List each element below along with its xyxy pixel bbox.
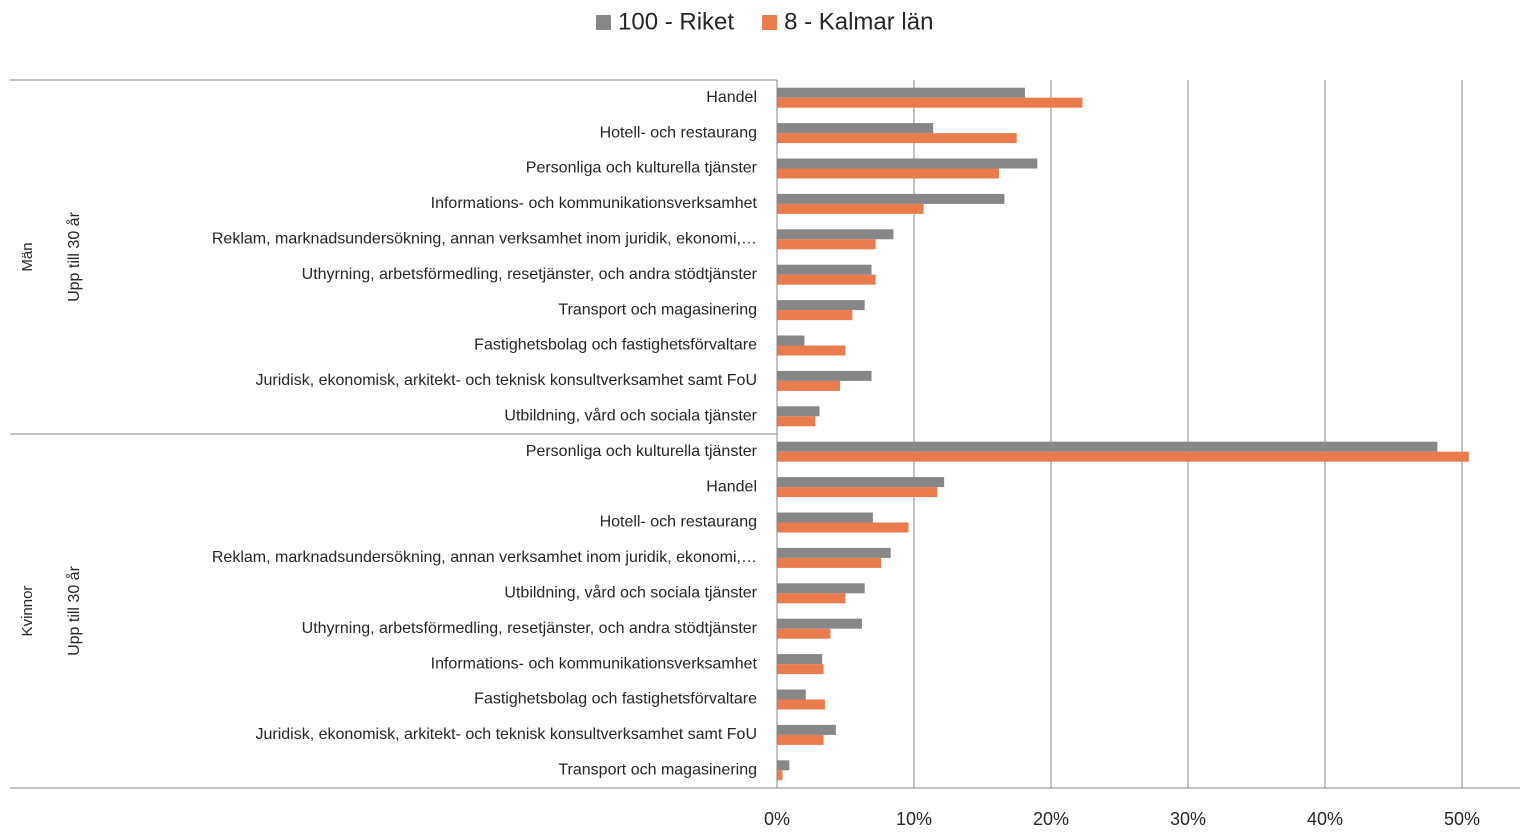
category-label: Transport och magasinering <box>558 762 757 779</box>
legend-label: 100 - Riket <box>618 8 734 35</box>
category-label: Hotell- och restaurang <box>600 124 757 141</box>
bar <box>777 522 909 533</box>
bar <box>777 724 836 735</box>
category-label: Transport och magasinering <box>558 301 757 318</box>
bar <box>777 203 924 214</box>
bar <box>777 310 853 321</box>
bar <box>777 274 876 285</box>
legend-swatch <box>762 15 778 30</box>
bar <box>777 593 846 604</box>
bar <box>777 239 876 250</box>
x-tick-label: 50% <box>1444 809 1480 829</box>
bar <box>777 477 945 488</box>
bar <box>777 97 1083 108</box>
bar <box>777 734 824 745</box>
category-label: Informations- och kommunikationsverksamh… <box>431 195 758 212</box>
category-label: Fastighetsbolag och fastighetsförvaltare <box>474 691 757 708</box>
bar <box>777 760 790 771</box>
bar <box>777 583 865 594</box>
bar <box>777 547 891 558</box>
bar <box>777 664 824 675</box>
category-label: Juridisk, ekonomisk, arkitekt- och tekni… <box>256 726 758 743</box>
legend-label: 8 - Kalmar län <box>784 8 933 35</box>
x-tick-label: 20% <box>1033 809 1069 829</box>
x-tick-label: 10% <box>896 809 932 829</box>
bar <box>777 168 999 179</box>
category-label: Reklam, marknadsundersökning, annan verk… <box>212 549 757 566</box>
bar <box>777 487 938 498</box>
group-label: Kvinnor <box>19 586 36 637</box>
subgroup-label: Upp till 30 år <box>65 211 83 301</box>
bar <box>777 628 831 639</box>
x-tick-label: 30% <box>1170 809 1206 829</box>
bar <box>777 264 872 275</box>
bar <box>777 689 806 700</box>
legend-swatch <box>596 15 611 30</box>
group-label: Män <box>19 242 36 271</box>
category-label: Personliga och kulturella tjänster <box>526 443 758 460</box>
bar <box>777 654 823 665</box>
bar <box>777 618 862 629</box>
bar <box>777 87 1025 98</box>
bar <box>777 441 1438 452</box>
bar <box>777 370 872 381</box>
category-label: Personliga och kulturella tjänster <box>526 160 758 177</box>
bar <box>777 557 882 568</box>
category-label: Reklam, marknadsundersökning, annan verk… <box>212 231 757 248</box>
category-label: Juridisk, ekonomisk, arkitekt- och tekni… <box>256 372 758 389</box>
category-label: Hotell- och restaurang <box>600 514 757 531</box>
bar <box>777 451 1469 462</box>
subgroup-label: Upp till 30 år <box>65 565 83 655</box>
category-label: Uthyrning, arbetsförmedling, resetjänste… <box>302 266 758 283</box>
bar <box>777 770 783 781</box>
bar <box>777 380 841 391</box>
bar <box>777 416 816 427</box>
bar <box>777 300 865 311</box>
category-label: Utbildning, vård och sociala tjänster <box>504 407 757 425</box>
bar <box>777 123 934 134</box>
bar <box>777 345 846 356</box>
category-label: Utbildning, vård och sociala tjänster <box>504 584 757 602</box>
bar <box>777 133 1017 144</box>
category-label: Handel <box>706 89 757 106</box>
bar <box>777 335 805 346</box>
bar <box>777 193 1005 204</box>
x-tick-label: 40% <box>1307 809 1343 829</box>
x-tick-label: 0% <box>764 809 790 829</box>
bar <box>777 699 825 710</box>
category-label: Handel <box>706 478 757 495</box>
bar <box>777 512 873 523</box>
bar <box>777 158 1038 169</box>
category-label: Fastighetsbolag och fastighetsförvaltare <box>474 337 757 354</box>
bar <box>777 229 894 240</box>
category-label: Informations- och kommunikationsverksamh… <box>431 655 758 672</box>
bar <box>777 406 820 417</box>
category-label: Uthyrning, arbetsförmedling, resetjänste… <box>302 620 758 637</box>
